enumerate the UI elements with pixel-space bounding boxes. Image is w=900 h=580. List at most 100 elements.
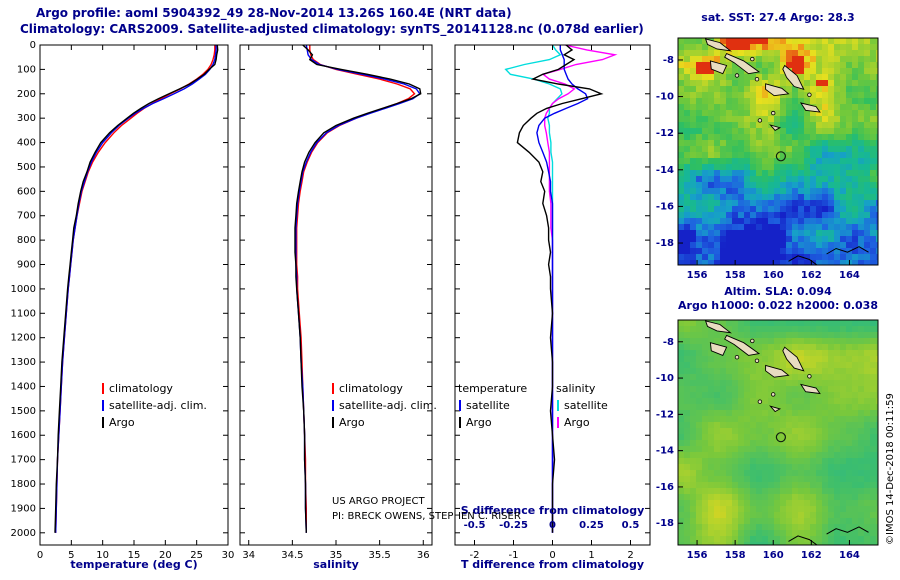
map-x-tick-label: 156 bbox=[687, 550, 708, 561]
map-cell bbox=[768, 200, 774, 206]
map-cell bbox=[690, 254, 696, 260]
map-cell bbox=[738, 194, 744, 200]
map-cell bbox=[798, 242, 804, 248]
map-cell bbox=[780, 374, 786, 380]
map-cell bbox=[714, 392, 720, 398]
map-cell bbox=[798, 176, 804, 182]
map-cell bbox=[762, 230, 768, 236]
map-cell bbox=[690, 122, 696, 128]
map-cell bbox=[678, 350, 684, 356]
map-cell bbox=[738, 476, 744, 482]
map-cell bbox=[690, 212, 696, 218]
map-cell bbox=[756, 530, 762, 536]
map-cell bbox=[834, 476, 840, 482]
map-cell bbox=[732, 512, 738, 518]
map-cell bbox=[828, 50, 834, 56]
map-cell bbox=[852, 224, 858, 230]
map-cell bbox=[858, 332, 864, 338]
map-cell bbox=[828, 446, 834, 452]
map-cell bbox=[852, 254, 858, 260]
map-cell bbox=[744, 464, 750, 470]
map-cell bbox=[738, 158, 744, 164]
map-cell bbox=[816, 356, 822, 362]
map-cell bbox=[828, 434, 834, 440]
map-cell bbox=[810, 536, 816, 542]
map-cell bbox=[768, 62, 774, 68]
map-cell bbox=[768, 476, 774, 482]
map-cell bbox=[738, 86, 744, 92]
map-cell bbox=[726, 182, 732, 188]
map-cell bbox=[768, 146, 774, 152]
island-shape bbox=[799, 102, 821, 113]
map-cell bbox=[714, 188, 720, 194]
map-cell bbox=[852, 230, 858, 236]
map-cell bbox=[780, 254, 786, 260]
map-cell bbox=[870, 206, 876, 212]
map-cell bbox=[804, 374, 810, 380]
map-cell bbox=[828, 350, 834, 356]
map-cell bbox=[816, 404, 822, 410]
map-cell bbox=[810, 236, 816, 242]
map-cell bbox=[690, 392, 696, 398]
map-cell bbox=[822, 536, 828, 542]
map-cell bbox=[696, 404, 702, 410]
map-cell bbox=[708, 458, 714, 464]
map-cell bbox=[678, 242, 684, 248]
map-cell bbox=[714, 152, 720, 158]
map-cell bbox=[684, 434, 690, 440]
map-cell bbox=[678, 38, 684, 44]
map-cell bbox=[822, 512, 828, 518]
map-cell bbox=[846, 338, 852, 344]
map-cell bbox=[678, 104, 684, 110]
map-cell bbox=[870, 92, 876, 98]
map-cell bbox=[714, 380, 720, 386]
map-cell bbox=[876, 122, 878, 128]
map-cell bbox=[696, 254, 702, 260]
map-cell bbox=[768, 362, 774, 368]
map-cell bbox=[702, 212, 708, 218]
map-cell bbox=[714, 86, 720, 92]
map-cell bbox=[816, 410, 822, 416]
map-cell bbox=[738, 338, 744, 344]
map-cell bbox=[816, 368, 822, 374]
map-cell bbox=[798, 224, 804, 230]
map-cell bbox=[786, 164, 792, 170]
map-cell bbox=[858, 200, 864, 206]
legend-label: satellite-adj. clim. bbox=[339, 399, 437, 412]
map-cell bbox=[750, 164, 756, 170]
map-cell bbox=[768, 470, 774, 476]
map-cell bbox=[870, 344, 876, 350]
map-cell bbox=[864, 332, 870, 338]
map-cell bbox=[786, 116, 792, 122]
map-cell bbox=[840, 200, 846, 206]
map-cell bbox=[684, 392, 690, 398]
map-cell bbox=[774, 500, 780, 506]
map-cell bbox=[678, 326, 684, 332]
map-cell bbox=[738, 134, 744, 140]
map-cell bbox=[822, 428, 828, 434]
map-cell bbox=[732, 488, 738, 494]
map-cell bbox=[840, 500, 846, 506]
map-cell bbox=[870, 56, 876, 62]
map-cell bbox=[756, 416, 762, 422]
map-cell bbox=[720, 410, 726, 416]
map-cell bbox=[774, 212, 780, 218]
map-cell bbox=[696, 44, 702, 50]
depth-tick-label: 100 bbox=[17, 64, 36, 75]
map-cell bbox=[792, 206, 798, 212]
map-cell bbox=[720, 176, 726, 182]
map-cell bbox=[708, 182, 714, 188]
map-cell bbox=[714, 38, 720, 44]
map-cell bbox=[786, 398, 792, 404]
map-cell bbox=[810, 134, 816, 140]
map-cell bbox=[810, 146, 816, 152]
map-cell bbox=[852, 536, 858, 542]
map-cell bbox=[822, 236, 828, 242]
map-cell bbox=[870, 476, 876, 482]
map-cell bbox=[750, 410, 756, 416]
map-cell bbox=[762, 236, 768, 242]
map-cell bbox=[744, 470, 750, 476]
map-cell bbox=[876, 230, 878, 236]
map-cell bbox=[828, 182, 834, 188]
map-cell bbox=[804, 128, 810, 134]
